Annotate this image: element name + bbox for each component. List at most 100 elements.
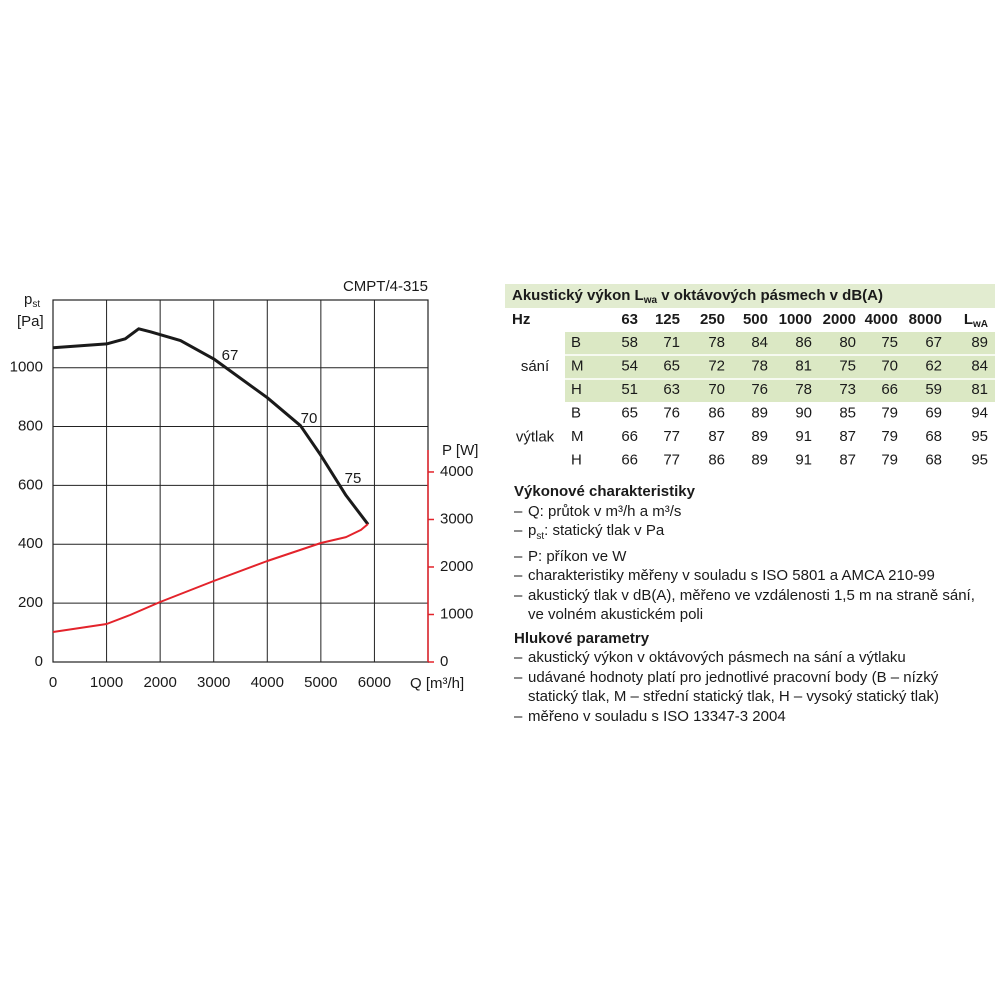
x-tick-label: 3000 — [197, 674, 230, 691]
y-tick-label: 800 — [18, 418, 43, 435]
cell: 76 — [663, 404, 680, 421]
y-tick-label: 1000 — [10, 359, 43, 376]
cell: 77 — [663, 451, 680, 468]
cell: 67 — [925, 334, 942, 351]
header-cell: 500 — [743, 311, 768, 328]
cell: 79 — [881, 451, 898, 468]
cell: 68 — [925, 428, 942, 445]
annotation: 67 — [222, 347, 239, 364]
group-label: výtlak — [516, 428, 555, 445]
cell: 80 — [839, 334, 856, 351]
header-cell: 2000 — [823, 311, 856, 328]
cell: 87 — [839, 451, 856, 468]
cell: 65 — [663, 357, 680, 374]
cell: 84 — [971, 357, 988, 374]
header-cell-sub: wA — [972, 319, 988, 330]
header-cell: 63 — [621, 311, 638, 328]
cell: 95 — [971, 428, 988, 445]
y-axis-label: pst — [24, 291, 40, 310]
cell: 90 — [795, 404, 812, 421]
cell: 70 — [708, 381, 725, 398]
header-cell-main: L — [964, 311, 973, 328]
cell: 85 — [839, 404, 856, 421]
group-bg — [565, 332, 995, 402]
cell: 89 — [971, 334, 988, 351]
point-label: M — [571, 428, 584, 445]
cell: 58 — [621, 334, 638, 351]
table-title: Akustický výkon Lwa v oktávových pásmech… — [512, 287, 883, 306]
table-title-bg — [505, 284, 995, 308]
curve — [52, 327, 370, 526]
point-label: M — [571, 357, 584, 374]
cell: 89 — [751, 451, 768, 468]
notes-item: akustický výkon v oktávových pásmech na … — [510, 648, 992, 668]
cell: 89 — [751, 404, 768, 421]
cell: 69 — [925, 404, 942, 421]
cell: 62 — [925, 357, 942, 374]
cell: 86 — [708, 404, 725, 421]
notes-item: Q: průtok v m³/h a m³/s — [510, 502, 992, 522]
cell: 89 — [751, 428, 768, 445]
header-cell: 125 — [655, 311, 680, 328]
cell: 94 — [971, 404, 988, 421]
cell: 63 — [663, 381, 680, 398]
cell: 51 — [621, 381, 638, 398]
curve — [52, 523, 369, 633]
y-axis-label-unit: [Pa] — [17, 313, 44, 330]
header-cell: 8000 — [909, 311, 942, 328]
cell: 59 — [925, 381, 942, 398]
notes-heading: Hlukové parametry — [514, 629, 650, 647]
x-axis-label: Q [m³/h] — [410, 675, 464, 692]
cell: 95 — [971, 451, 988, 468]
cell: 77 — [663, 428, 680, 445]
notes-list: akustický výkon v oktávových pásmech na … — [510, 648, 992, 726]
cell: 66 — [621, 451, 638, 468]
cell: 91 — [795, 451, 812, 468]
cell: 76 — [751, 381, 768, 398]
header-cell: 250 — [700, 311, 725, 328]
notes-item: pst: statický tlak v Pa — [510, 521, 992, 547]
y2-tick-label: 0 — [440, 653, 448, 670]
x-tick-label: 1000 — [90, 674, 123, 691]
cell: 86 — [708, 451, 725, 468]
cell: 81 — [795, 357, 812, 374]
y-axis-label-sub: st — [32, 299, 40, 310]
table-title-main: Akustický výkon L — [512, 287, 644, 304]
notes: Výkonové charakteristiky Q: průtok v m³/h… — [510, 482, 992, 730]
point-label: H — [571, 381, 582, 398]
cell: 65 — [621, 404, 638, 421]
x-tick-label: 6000 — [358, 674, 391, 691]
cell: 73 — [839, 381, 856, 398]
y2-tick-label: 4000 — [440, 463, 473, 480]
notes-item: P: příkon ve W — [510, 547, 992, 567]
cell: 75 — [881, 334, 898, 351]
cell: 75 — [839, 357, 856, 374]
cell: 86 — [795, 334, 812, 351]
point-label: H — [571, 451, 582, 468]
y2-axis-label: P [W] — [442, 442, 478, 459]
plot-frame — [52, 299, 429, 663]
cell: 66 — [881, 381, 898, 398]
header-cell: 4000 — [865, 311, 898, 328]
y-tick-label: 400 — [18, 535, 43, 552]
y2-tick-label: 3000 — [440, 510, 473, 527]
x-tick-label: 2000 — [143, 674, 176, 691]
point-label: B — [571, 334, 581, 351]
notes-heading: Výkonové charakteristiky — [514, 483, 695, 500]
x-tick-label: 0 — [49, 674, 57, 691]
annotation: 75 — [345, 470, 362, 487]
y-tick-label: 600 — [18, 476, 43, 493]
cell: 54 — [621, 357, 638, 374]
chart-title: CMPT/4-315 — [343, 278, 428, 295]
cell: 68 — [925, 451, 942, 468]
x-tick-label: 5000 — [304, 674, 337, 691]
notes-item: akustický tlak v dB(A), měřeno ve vzdále… — [510, 586, 992, 625]
notes-item: udávané hodnoty platí pro jednotlivé pra… — [510, 668, 992, 707]
cell: 87 — [708, 428, 725, 445]
cell: 78 — [708, 334, 725, 351]
cell: 72 — [708, 357, 725, 374]
table-title-tail: v oktávových pásmech v dB(A) — [657, 287, 883, 304]
